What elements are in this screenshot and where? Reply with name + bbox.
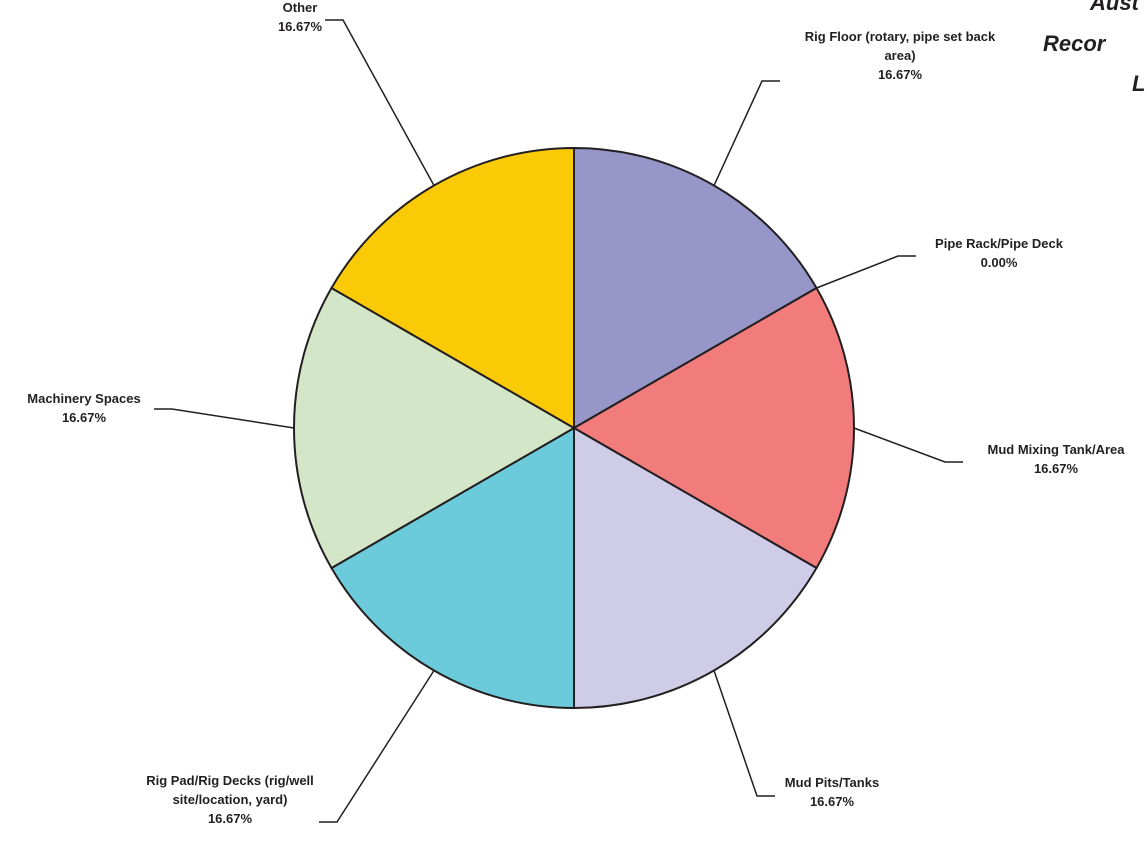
leader-line-7 [325,19,435,186]
slice-label: Rig Pad/Rig Decks (rig/well [146,773,314,788]
slice-percent-label: 16.67% [878,67,923,82]
slice-label: Mud Mixing Tank/Area [988,442,1126,457]
leader-line-4 [713,670,775,797]
leader-line-5 [319,670,435,823]
leader-line-6 [154,408,295,429]
pie-slice-7 [330,146,575,430]
pie-slice-3 [572,286,855,570]
slice-label: site/location, yard) [173,792,288,807]
slice-label: Mud Pits/Tanks [785,775,879,790]
leader-lines [154,19,963,823]
slice-percent-label: 16.67% [1034,461,1079,476]
slice-percent-label: 16.67% [62,410,107,425]
slice-percent-label: 16.67% [810,794,855,809]
slice-label: Other [283,0,318,15]
slice-label: Pipe Rack/Pipe Deck [935,236,1064,251]
pie-slices [293,146,855,710]
slice-label: area) [884,48,915,63]
pie-slice-5 [330,426,575,710]
leader-line-2 [816,255,916,289]
slice-label: Rig Floor (rotary, pipe set back [805,29,996,44]
pie-slice-1 [573,146,818,430]
title-fragment-3: L [1132,71,1145,96]
title-fragment-2: Recor [1043,31,1107,56]
leader-line-1 [713,80,780,186]
slice-percent-label: 16.67% [278,19,323,34]
pie-slice-6 [293,286,576,570]
leader-line-3 [853,427,963,463]
slice-percent-label: 0.00% [981,255,1018,270]
slice-percent-label: 16.67% [208,811,253,826]
title-fragment-1: Aust [1089,0,1141,15]
chart-title-fragment: Aust Recor L [1043,0,1145,96]
pie-slice-4 [573,426,818,710]
slice-labels: Rig Floor (rotary, pipe set back area) 16.… [27,0,1125,826]
slice-label: Machinery Spaces [27,391,140,406]
